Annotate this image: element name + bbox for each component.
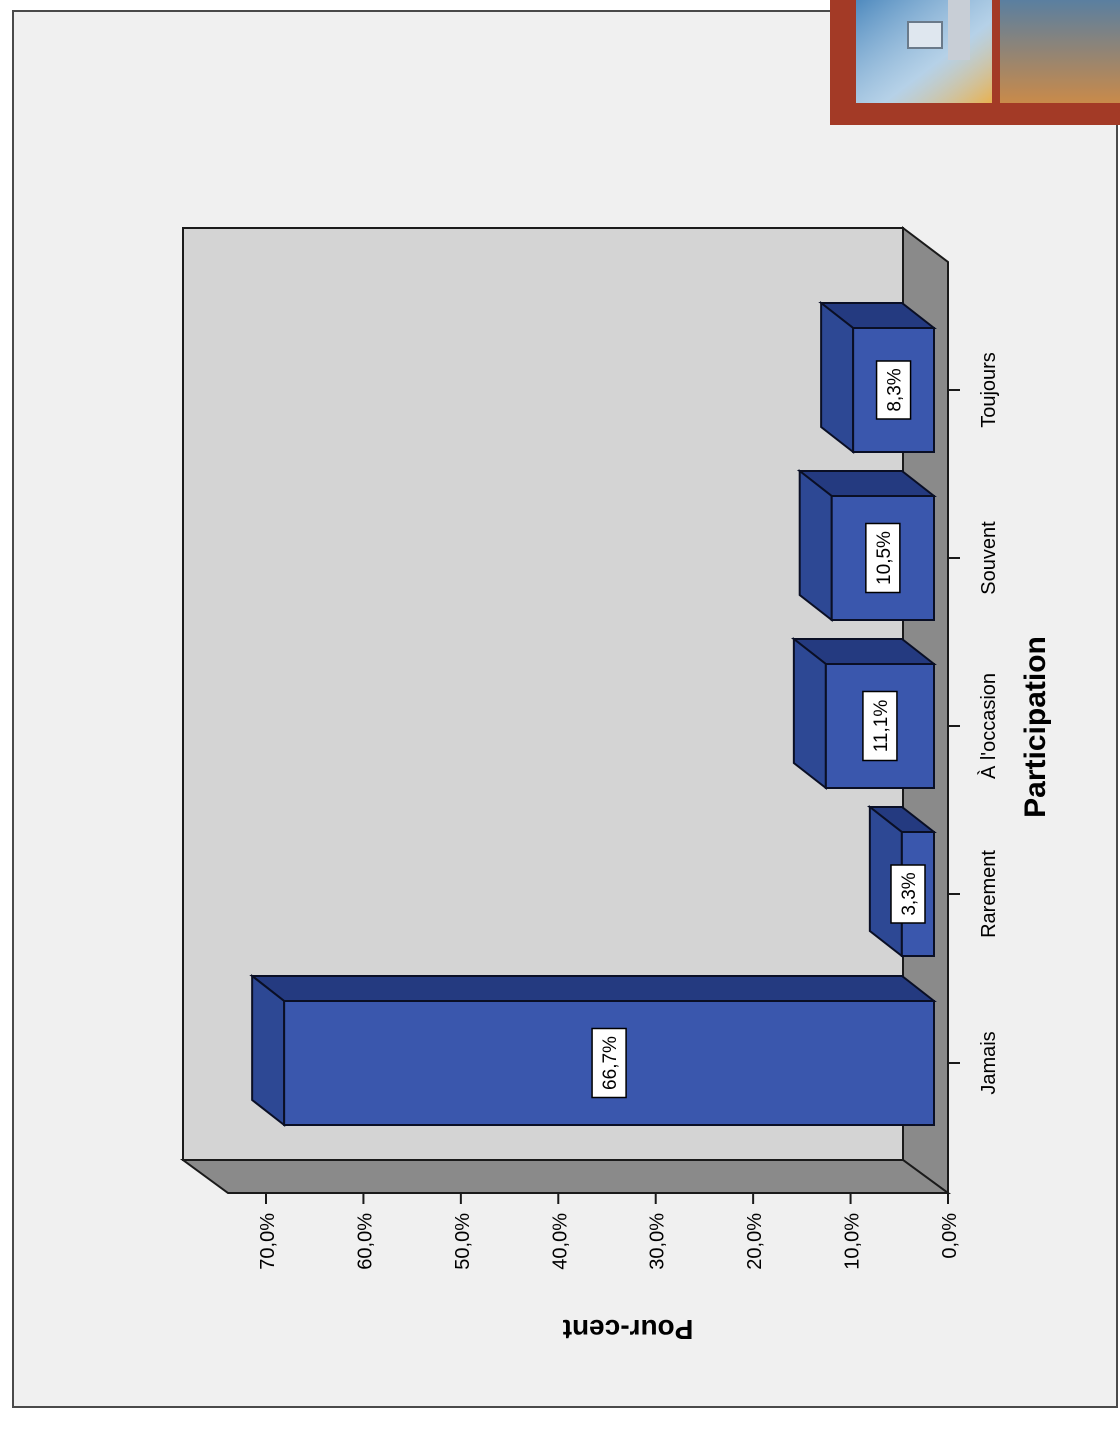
bar-top: [798, 468, 833, 623]
bar-value-label: 8,3%: [875, 360, 912, 420]
bar-value-label: 10,5%: [865, 522, 901, 594]
value-axis: 0,0% 10,0% 20,0% 30,0% 40,0% 50,0% 60,0% 70,0%: [257, 1192, 961, 1270]
y-axis-title: Pour-cent: [563, 1314, 694, 1345]
bar-value-label: 11,1%: [862, 690, 898, 762]
category-tick-label: Rarement: [978, 850, 1000, 938]
bar-value-label: 3,3%: [890, 864, 926, 924]
svg-text:10,5%: 10,5%: [874, 531, 895, 585]
value-tick-label: 20,0%: [744, 1213, 766, 1270]
bar: 3,3%: [866, 804, 937, 959]
bar: 11,1%: [790, 636, 937, 791]
svg-text:66,7%: 66,7%: [600, 1036, 621, 1090]
svg-text:3,3%: 3,3%: [899, 872, 920, 915]
bar-top: [820, 300, 855, 455]
value-tick-label: 40,0%: [549, 1213, 571, 1270]
plot-side-wall: [179, 1159, 952, 1194]
category-tick-label: Souvent: [978, 521, 1000, 595]
value-tick-label: 60,0%: [354, 1213, 376, 1270]
x-axis-title: Participation: [1019, 636, 1052, 818]
category-axis: Jamais Rarement À l'occasion Souvent Toujour…: [947, 262, 1000, 1193]
value-tick-label: 70,0%: [257, 1213, 279, 1270]
category-tick-label: Toujours: [978, 352, 1000, 428]
bar-value-label: 66,7%: [591, 1027, 627, 1099]
building-photo-icon: [830, 0, 1120, 125]
value-tick-label: 30,0%: [647, 1213, 669, 1270]
value-tick-label: 0,0%: [939, 1213, 961, 1259]
value-tick-label: 50,0%: [452, 1213, 474, 1270]
category-tick-label: Jamais: [978, 1031, 1000, 1094]
bar: 10,5%: [796, 468, 937, 623]
bar-top: [792, 636, 827, 791]
category-tick-label: À l'occasion: [977, 673, 1000, 779]
svg-text:11,1%: 11,1%: [871, 700, 892, 753]
bar-side: [249, 975, 937, 1002]
bar-front: [830, 495, 936, 621]
value-tick-label: 10,0%: [842, 1213, 864, 1270]
bar: 66,7%: [249, 973, 937, 1128]
bar: 8,3%: [818, 300, 937, 455]
bars: 66,7% 3,3% 11,1% 10,5% 8,3%: [249, 300, 937, 1128]
svg-text:8,3%: 8,3%: [885, 368, 906, 411]
bar-top: [251, 973, 286, 1128]
